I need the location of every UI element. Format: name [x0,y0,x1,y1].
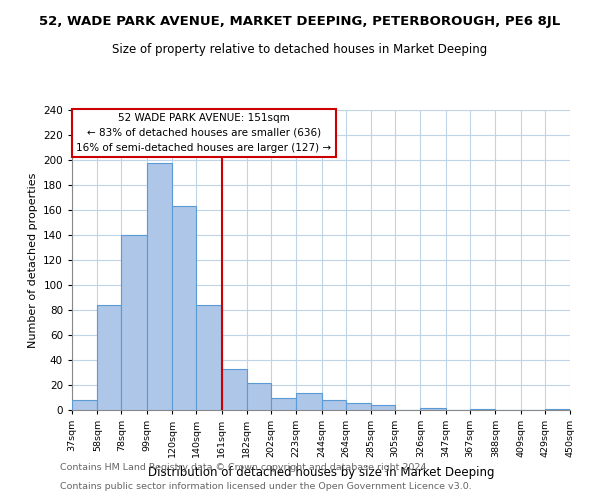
Bar [72,400,97,410]
Bar [346,402,371,410]
Bar [247,382,271,410]
X-axis label: Distribution of detached houses by size in Market Deeping: Distribution of detached houses by size … [148,466,494,478]
Bar [196,305,221,410]
Text: Size of property relative to detached houses in Market Deeping: Size of property relative to detached ho… [112,42,488,56]
Bar [421,408,446,410]
Text: 52 WADE PARK AVENUE: 151sqm
← 83% of detached houses are smaller (636)
16% of se: 52 WADE PARK AVENUE: 151sqm ← 83% of det… [76,113,332,152]
Bar [221,369,247,410]
Text: 52, WADE PARK AVENUE, MARKET DEEPING, PETERBOROUGH, PE6 8JL: 52, WADE PARK AVENUE, MARKET DEEPING, PE… [40,15,560,28]
Bar [470,409,495,410]
Bar [147,162,172,410]
Bar [172,206,196,410]
Bar [322,400,346,410]
Bar [121,235,147,410]
Bar [97,305,121,410]
Bar [545,409,570,410]
Bar [296,392,322,410]
Bar [271,398,296,410]
Y-axis label: Number of detached properties: Number of detached properties [28,172,38,348]
Text: Contains HM Land Registry data © Crown copyright and database right 2024.: Contains HM Land Registry data © Crown c… [60,464,430,472]
Text: Contains public sector information licensed under the Open Government Licence v3: Contains public sector information licen… [60,482,472,491]
Bar [371,405,395,410]
